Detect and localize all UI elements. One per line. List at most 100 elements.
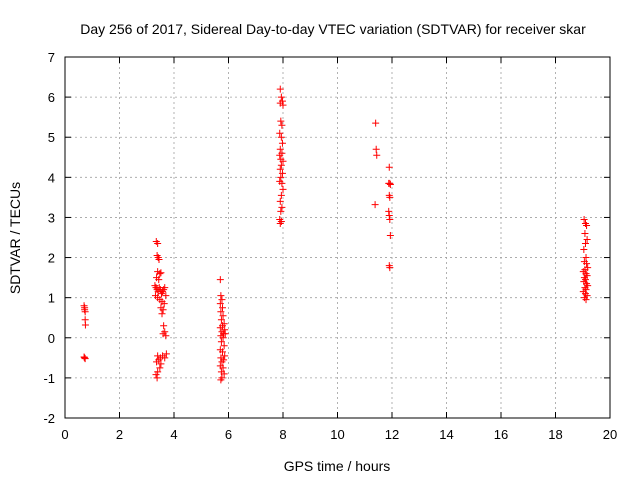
y-tick-label: 6 (48, 90, 55, 105)
data-point (581, 240, 589, 248)
data-point (278, 169, 286, 177)
data-point (277, 207, 285, 215)
data-points (80, 85, 592, 384)
data-point (81, 308, 89, 316)
x-tick-label: 20 (603, 427, 617, 442)
y-tick-label: 5 (48, 130, 55, 145)
data-point (161, 284, 169, 292)
x-tick-label: 16 (494, 427, 508, 442)
data-point (582, 254, 590, 262)
data-point (279, 101, 287, 109)
data-point (277, 117, 285, 125)
data-point (276, 85, 284, 93)
data-point (219, 304, 227, 312)
data-point (217, 292, 225, 300)
data-point (583, 221, 591, 229)
y-tick-label: 4 (48, 170, 55, 185)
data-point (152, 371, 160, 379)
x-tick-label: 14 (439, 427, 453, 442)
data-point (373, 151, 381, 159)
data-point (81, 321, 89, 329)
data-point (162, 332, 170, 340)
data-point (160, 322, 168, 330)
data-point (160, 300, 168, 308)
x-tick-label: 8 (279, 427, 286, 442)
data-point (277, 93, 285, 101)
data-point (221, 352, 229, 360)
data-point (279, 157, 287, 165)
data-point (278, 121, 286, 129)
data-point (153, 374, 161, 382)
data-point (386, 231, 394, 239)
data-point (371, 201, 379, 209)
data-point (221, 330, 229, 338)
data-point (157, 269, 165, 277)
data-point (156, 364, 164, 372)
data-point (217, 308, 225, 316)
data-point (81, 355, 89, 363)
y-tick-label: 1 (48, 291, 55, 306)
y-axis-label: SDTVAR / TECUs (7, 182, 23, 294)
y-tick-label: 0 (48, 331, 55, 346)
data-point (217, 338, 225, 346)
x-tick-label: 18 (548, 427, 562, 442)
data-point (219, 312, 227, 320)
data-point (158, 310, 166, 318)
data-point (582, 296, 590, 304)
x-tick-label: 6 (225, 427, 232, 442)
data-point (154, 240, 162, 248)
data-point (217, 316, 225, 324)
data-point (386, 179, 394, 187)
data-point (581, 229, 589, 237)
data-point (216, 300, 224, 308)
data-point (161, 354, 169, 362)
data-point (157, 360, 165, 368)
data-point (276, 129, 284, 137)
y-tick-label: 7 (48, 50, 55, 65)
x-tick-label: 2 (116, 427, 123, 442)
data-point (218, 296, 226, 304)
data-point (277, 173, 285, 181)
data-point (155, 356, 163, 364)
data-point (278, 179, 286, 187)
data-point (219, 334, 227, 342)
data-point (278, 139, 286, 147)
data-point (159, 306, 167, 314)
x-tick-label: 4 (170, 427, 177, 442)
data-point (81, 354, 89, 362)
data-point (385, 211, 393, 219)
data-point (386, 264, 394, 272)
data-point (386, 193, 394, 201)
data-point (385, 163, 393, 171)
data-point (276, 197, 284, 205)
data-point (220, 370, 228, 378)
data-point (386, 181, 394, 189)
data-point (277, 191, 285, 199)
data-point (580, 215, 588, 223)
data-point (276, 145, 284, 153)
data-point (217, 376, 225, 384)
data-point (219, 364, 227, 372)
data-point (155, 256, 163, 264)
data-point (372, 145, 380, 153)
data-point (583, 236, 591, 244)
data-point (80, 353, 88, 361)
chart-title: Day 256 of 2017, Sidereal Day-to-day VTE… (80, 21, 586, 37)
x-tick-label: 12 (385, 427, 399, 442)
data-point (385, 207, 393, 215)
data-point (219, 348, 227, 356)
data-point (218, 358, 226, 366)
data-point (276, 219, 284, 227)
y-tick-label: 2 (48, 251, 55, 266)
data-point (583, 260, 591, 268)
x-tick-label: 10 (330, 427, 344, 442)
data-point (278, 203, 286, 211)
data-point (162, 350, 170, 358)
data-point (277, 133, 285, 141)
x-tick-label: 0 (61, 427, 68, 442)
data-point (279, 185, 287, 193)
y-tick-label: -2 (43, 411, 55, 426)
y-tick-label: 3 (48, 210, 55, 225)
